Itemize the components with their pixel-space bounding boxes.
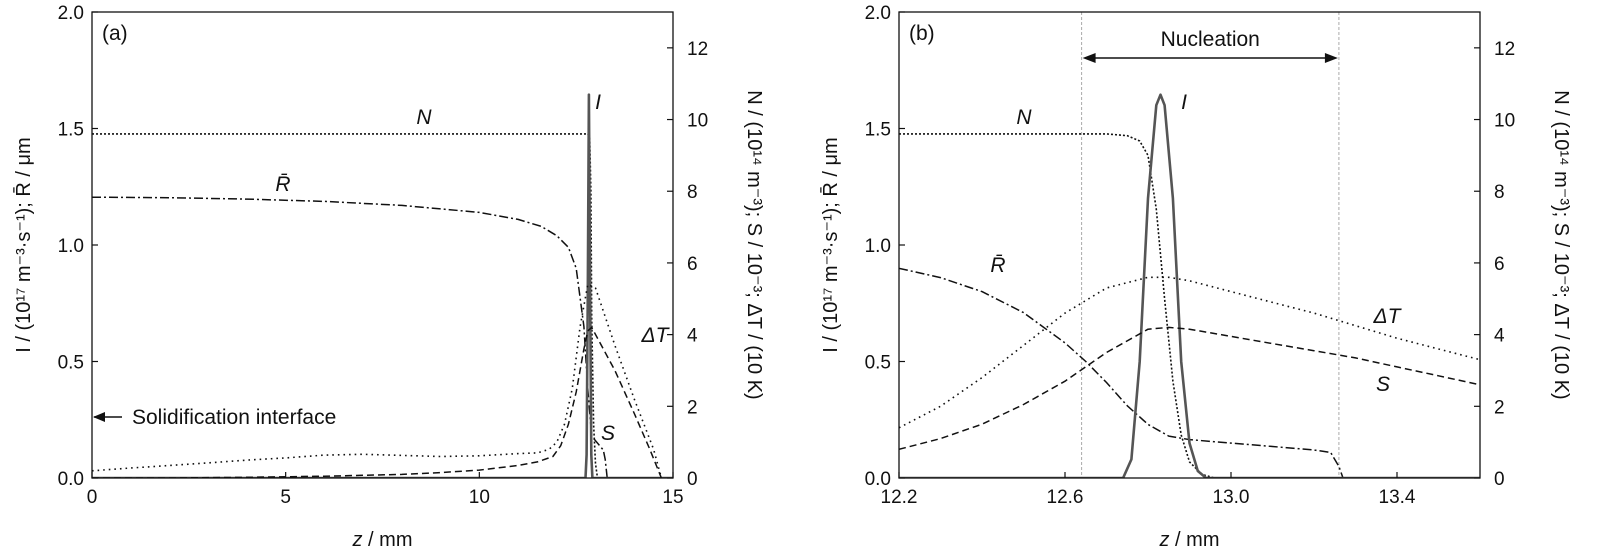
y-left-tick-label: 1.5 — [865, 120, 891, 141]
series-label-1: R̄ — [990, 254, 1005, 277]
series-line-4 — [899, 326, 1480, 451]
solidification-interface-label: Solidification interface — [132, 406, 336, 429]
x-axis-label: z / mm — [352, 529, 413, 551]
y-right-tick-label: 12 — [687, 39, 708, 60]
series-line-3 — [92, 283, 663, 478]
x-tick-label: 15 — [662, 487, 683, 508]
nucleation-arrow-head-left — [1082, 53, 1096, 63]
y-right-tick-label: 10 — [687, 111, 708, 132]
y-right-tick-label: 4 — [1494, 326, 1505, 347]
x-axis-label-unit: / mm — [1170, 529, 1220, 551]
y-left-tick-label: 1.0 — [58, 236, 84, 257]
series-line-3 — [899, 276, 1480, 429]
y-left-tick-label: 0.0 — [58, 469, 84, 490]
series-label-4: S — [1376, 373, 1390, 396]
panel-b: 12.2 12.6 13.0 13.4 0.0 0.5 1.0 1.5 2.0 0 2 4 6 8 10 12… — [819, 3, 1572, 551]
x-tick-label: 13.4 — [1379, 487, 1416, 508]
y-left-tick-label: 0.0 — [865, 469, 891, 490]
y-right-tick-label: 6 — [687, 254, 698, 275]
nucleation-label: Nucleation — [1161, 28, 1260, 51]
y-right-tick-label: 0 — [687, 469, 698, 490]
x-tick-label: 5 — [280, 487, 291, 508]
x-axis-label-var: z — [1159, 529, 1170, 551]
series-line-1 — [899, 267, 1480, 478]
x-tick-label: 12.2 — [881, 487, 918, 508]
y-left-tick-label: 2.0 — [865, 3, 891, 24]
series-line-2 — [92, 93, 673, 478]
y-right-tick-label: 4 — [687, 326, 698, 347]
series-label-0: N — [1016, 106, 1032, 129]
y-right-tick-label: 0 — [1494, 469, 1505, 490]
y-right-tick-label: 8 — [687, 182, 698, 203]
panel-label: (b) — [909, 22, 935, 45]
y-left-axis-label: I / (10¹⁷ m⁻³·s⁻¹); R̄ / μm — [12, 137, 35, 352]
y-left-tick-label: 0.5 — [58, 353, 84, 374]
nucleation-arrow-head-right — [1324, 53, 1338, 63]
interface-arrow-head — [93, 412, 105, 422]
panel-label: (a) — [102, 22, 128, 45]
y-left-tick-label: 1.5 — [58, 120, 84, 141]
y-right-tick-label: 2 — [687, 397, 698, 418]
series-label-1: R̄ — [275, 173, 290, 196]
panel-a: 0 5 10 15 0.0 0.5 1.0 1.5 2.0 0 2 4 6 8 10 12 z / mm I / … — [12, 3, 765, 551]
series-line-2 — [899, 93, 1480, 478]
y-right-axis-label: N / (10¹⁴ m⁻³); S / 10⁻³; ΔT / (10 K) — [743, 90, 765, 399]
series-line-4 — [92, 326, 663, 478]
x-tick-label: 13.0 — [1213, 487, 1250, 508]
series-line-0 — [899, 133, 1480, 478]
x-tick-label: 10 — [469, 487, 490, 508]
y-right-tick-label: 8 — [1494, 182, 1505, 203]
series-label-3: ΔT — [641, 324, 671, 347]
series-label-0: N — [416, 106, 432, 129]
series-line-1 — [92, 196, 673, 478]
y-right-axis-label: N / (10¹⁴ m⁻³); S / 10⁻³; ΔT / (10 K) — [1550, 90, 1572, 399]
y-right-tick-label: 6 — [1494, 254, 1505, 275]
x-axis-label-unit: / mm — [363, 529, 413, 551]
x-axis-label: z / mm — [1159, 529, 1220, 551]
series-label-3: ΔT — [1373, 305, 1403, 328]
y-right-tick-label: 2 — [1494, 397, 1505, 418]
series-label-2: I — [1181, 91, 1187, 114]
y-left-axis-label: I / (10¹⁷ m⁻³·s⁻¹); R̄ / μm — [819, 137, 842, 352]
series-label-4: S — [601, 422, 615, 445]
plot-frame — [898, 11, 1481, 479]
y-left-tick-label: 1.0 — [865, 236, 891, 257]
y-right-tick-label: 12 — [1494, 39, 1515, 60]
series-label-2: I — [595, 91, 601, 114]
x-tick-label: 0 — [87, 487, 98, 508]
y-right-tick-label: 10 — [1494, 111, 1515, 132]
y-left-tick-label: 2.0 — [58, 3, 84, 24]
x-axis-label-var: z — [352, 529, 363, 551]
y-left-tick-label: 0.5 — [865, 353, 891, 374]
x-tick-label: 12.6 — [1047, 487, 1084, 508]
